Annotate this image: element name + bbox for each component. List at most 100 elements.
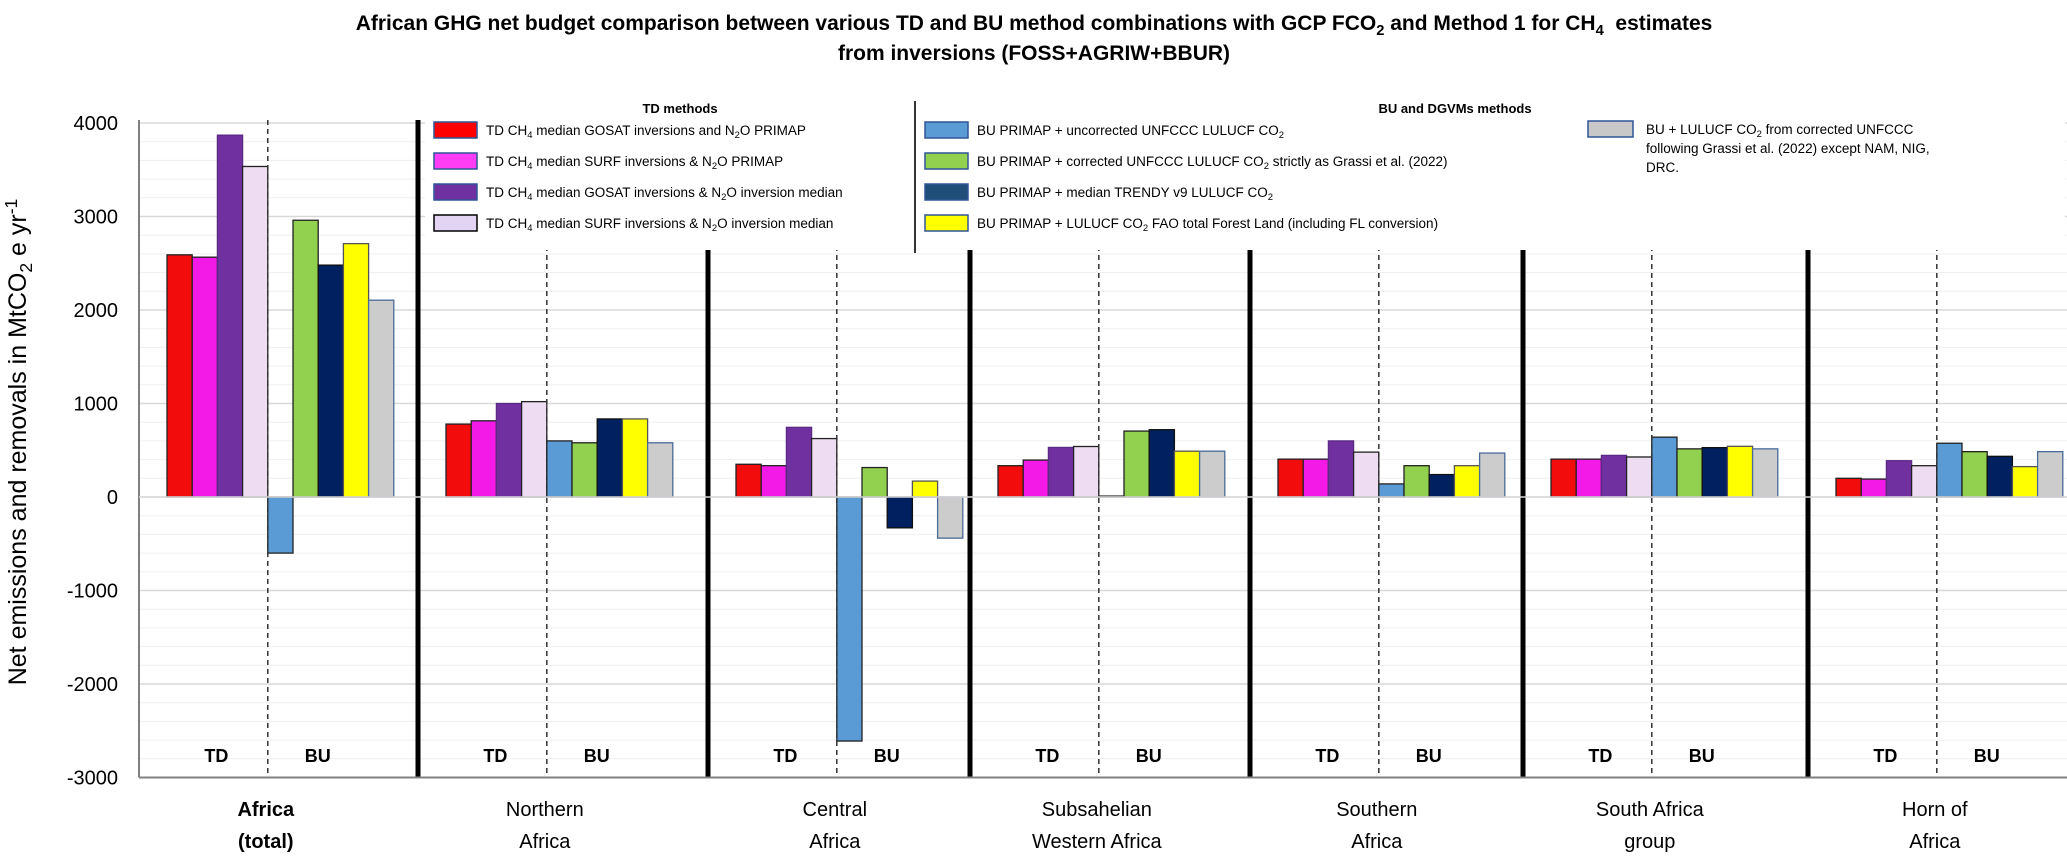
- bar-2-africa-total-: [191, 256, 219, 498]
- bar-9-subsahelian-western-africa: [1198, 450, 1226, 498]
- bu-label: BU: [305, 746, 331, 766]
- bar-6-subsahelian-western-africa: [1123, 430, 1150, 498]
- title-line-1: African GHG net budget comparison betwee…: [356, 12, 1713, 39]
- bu-label: BU: [1416, 746, 1442, 766]
- legend-swatch: [433, 214, 478, 232]
- chart-title: African GHG net budget comparison betwee…: [356, 12, 1713, 65]
- category-label: Southern: [1336, 799, 1417, 821]
- td-bu-section-labels: TD BU TD BU TD BU TD BU TD BU TD BU TD BU: [204, 746, 1999, 766]
- bar-3-subsahelian-western-africa: [1047, 446, 1075, 498]
- legend-label: DRC.: [1646, 160, 1679, 175]
- bar-7-south-africa-group: [1701, 446, 1729, 498]
- bar-4-south-africa-group: [1625, 456, 1653, 498]
- category-label: Horn of: [1902, 799, 1968, 821]
- bar-9-africa-total-: [367, 299, 395, 498]
- bu-label: BU: [874, 746, 900, 766]
- category-label: Africa: [1351, 831, 1403, 853]
- legend-label: BU + LULUCF CO2 from corrected UNFCCC: [1646, 122, 1914, 140]
- legend-label: BU PRIMAP + corrected UNFCCC LULUCF CO2 …: [977, 154, 1448, 172]
- bar-8-northern-africa: [621, 418, 649, 498]
- bar-9-southern-africa: [1478, 452, 1506, 498]
- bu-label: BU: [584, 746, 610, 766]
- bar-3-southern-africa: [1327, 440, 1355, 498]
- bar-6-northern-africa: [571, 442, 598, 498]
- legend-item-td-3: TD CH4 median GOSAT inversions & N2O inv…: [433, 183, 843, 203]
- legend-swatch: [433, 121, 478, 139]
- category-label: South Africa: [1596, 799, 1705, 821]
- bar-4-horn-of-africa: [1910, 465, 1938, 498]
- bar-8-horn-of-africa: [2011, 465, 2039, 498]
- bar-1-south-africa-group: [1550, 458, 1577, 498]
- bar-4-subsahelian-western-africa: [1072, 445, 1100, 498]
- legend-swatch: [1587, 120, 1634, 138]
- y-tick-label: 4000: [74, 113, 119, 135]
- bar-6-horn-of-africa: [1961, 451, 1988, 498]
- bar-2-northern-africa: [470, 420, 498, 498]
- bar-2-central-africa: [760, 465, 788, 498]
- legend-swatch: [924, 152, 969, 170]
- td-label: TD: [1035, 746, 1059, 766]
- bar-4-southern-africa: [1352, 451, 1380, 498]
- category-label: group: [1624, 831, 1675, 853]
- legend-heading-bu: BU and DGVMs methods: [1378, 101, 1531, 116]
- bar-2-south-africa-group: [1575, 458, 1603, 498]
- td-label: TD: [773, 746, 797, 766]
- td-label: TD: [204, 746, 228, 766]
- legend: TD methods BU and DGVMs methods TD CH4 med…: [425, 98, 2065, 253]
- category-label: Western Africa: [1032, 831, 1163, 853]
- bar-2-southern-africa: [1302, 458, 1330, 498]
- bar-3-africa-total-: [216, 134, 244, 498]
- legend-label: following Grassi et al. (2022) except NA…: [1646, 141, 1930, 156]
- legend-label: TD CH4 median GOSAT inversions & N2O inv…: [486, 185, 843, 203]
- bu-label: BU: [1689, 746, 1715, 766]
- category-label: Northern: [506, 799, 584, 821]
- bar-1-northern-africa: [445, 423, 472, 498]
- bar-9-south-africa-group: [1751, 448, 1779, 498]
- category-label: Subsahelian: [1042, 799, 1152, 821]
- legend-background: [425, 98, 2065, 250]
- y-tick-label: -1000: [67, 581, 118, 603]
- bar-9-northern-africa: [646, 442, 674, 498]
- y-tick-label: -3000: [67, 768, 118, 790]
- bar-8-southern-africa: [1453, 465, 1481, 498]
- legend-swatch: [924, 214, 969, 232]
- bu-label: BU: [1136, 746, 1162, 766]
- bar-1-subsahelian-western-africa: [997, 465, 1024, 498]
- bar-8-africa-total-: [342, 242, 370, 498]
- legend-swatch: [433, 183, 478, 201]
- legend-label: TD CH4 median SURF inversions & N2O inve…: [486, 216, 833, 234]
- y-axis-title-text: Net emissions and removals in MtCO2 e yr…: [1, 199, 36, 686]
- legend-item-bu-3: BU PRIMAP + median TRENDY v9 LULUCF CO2: [924, 183, 1273, 203]
- bar-9-horn-of-africa: [2036, 451, 2064, 498]
- legend-item-bu-5: BU + LULUCF CO2 from corrected UNFCCCfol…: [1587, 120, 1930, 175]
- axes: [138, 120, 2067, 779]
- bars: [166, 134, 2064, 742]
- bar-7-northern-africa: [596, 418, 624, 498]
- legend-label: BU PRIMAP + median TRENDY v9 LULUCF CO2: [977, 185, 1273, 203]
- td-label: TD: [1588, 746, 1612, 766]
- category-label: Africa: [519, 831, 571, 853]
- bar-6-africa-total-: [292, 219, 319, 498]
- legend-item-bu-4: BU PRIMAP + LULUCF CO2 FAO total Forest …: [924, 214, 1438, 234]
- category-label: (total): [238, 831, 294, 853]
- bar-7-subsahelian-western-africa: [1148, 429, 1176, 498]
- bar-6-south-africa-group: [1676, 448, 1703, 498]
- bar-7-africa-total-: [317, 264, 345, 498]
- category-labels: Africa (total) Northern Africa Central Africa…: [237, 799, 1968, 853]
- bar-5-central-africa: [836, 496, 863, 742]
- bar-3-northern-africa: [495, 402, 523, 498]
- legend-label: TD CH4 median SURF inversions & N2O PRIM…: [486, 154, 783, 172]
- bar-2-subsahelian-western-africa: [1022, 459, 1050, 498]
- y-tick-labels: 4000 3000 2000 1000 0 -1000 -2000 -3000: [67, 113, 118, 790]
- legend-swatch: [924, 121, 969, 139]
- bar-1-central-africa: [735, 463, 762, 498]
- bar-4-central-africa: [810, 437, 838, 498]
- td-label: TD: [1873, 746, 1897, 766]
- bar-7-southern-africa: [1428, 473, 1456, 498]
- bar-5-south-africa-group: [1651, 436, 1678, 498]
- y-tick-label: 0: [107, 487, 118, 509]
- y-tick-label: -2000: [67, 674, 118, 696]
- bar-9-central-africa: [936, 496, 964, 539]
- bar-3-horn-of-africa: [1885, 460, 1913, 498]
- bar-1-africa-total-: [166, 254, 193, 498]
